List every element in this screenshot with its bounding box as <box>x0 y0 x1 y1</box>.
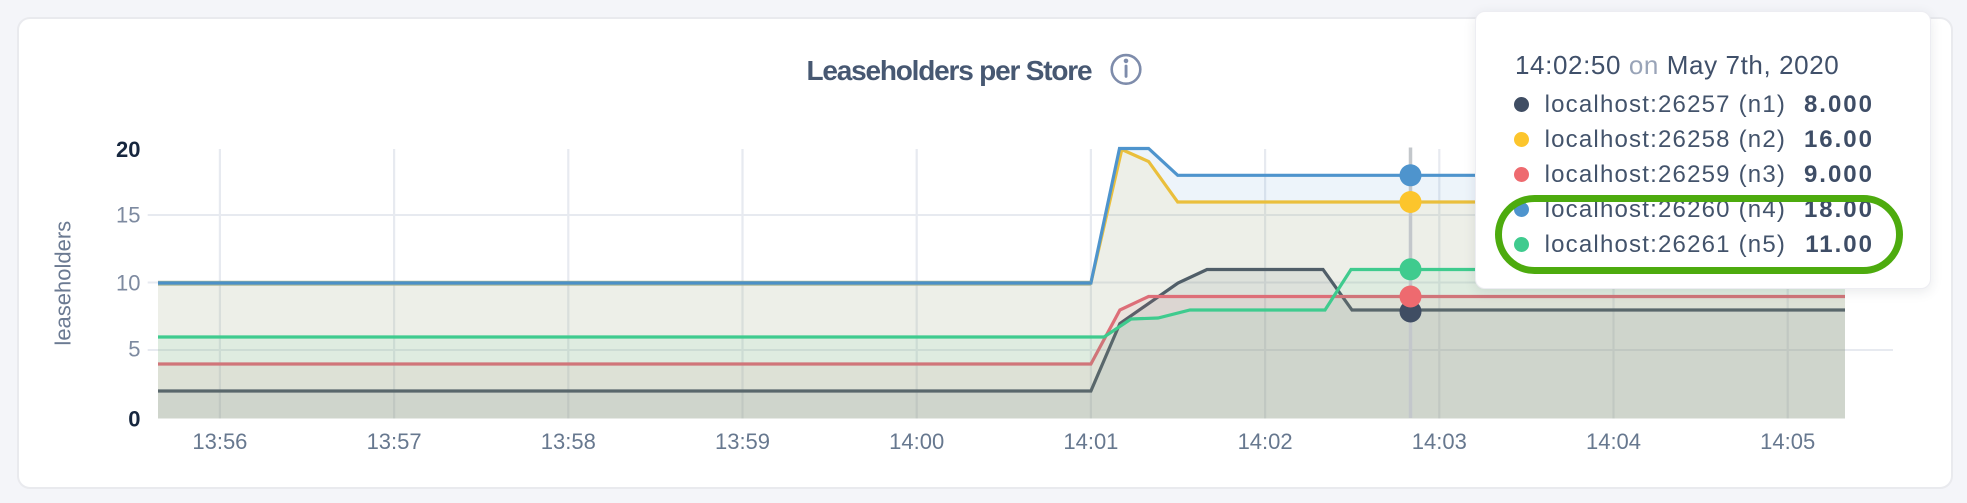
svg-text:13:56: 13:56 <box>192 429 247 454</box>
svg-text:10: 10 <box>116 271 140 296</box>
svg-text:leaseholders: leaseholders <box>51 221 76 346</box>
svg-text:14:03: 14:03 <box>1412 429 1467 454</box>
svg-text:5: 5 <box>128 337 140 362</box>
svg-text:13:59: 13:59 <box>715 429 770 454</box>
svg-text:14:05: 14:05 <box>1760 429 1815 454</box>
svg-text:Leaseholders per Store: Leaseholders per Store <box>806 55 1091 86</box>
svg-text:0: 0 <box>128 407 140 432</box>
svg-text:20: 20 <box>116 137 140 162</box>
svg-text:14:01: 14:01 <box>1063 429 1118 454</box>
svg-text:13:58: 13:58 <box>541 429 596 454</box>
svg-text:14:04: 14:04 <box>1586 429 1641 454</box>
svg-text:13:57: 13:57 <box>367 429 422 454</box>
svg-text:15: 15 <box>116 202 140 227</box>
svg-text:14:00: 14:00 <box>889 429 944 454</box>
svg-text:14:02: 14:02 <box>1238 429 1293 454</box>
